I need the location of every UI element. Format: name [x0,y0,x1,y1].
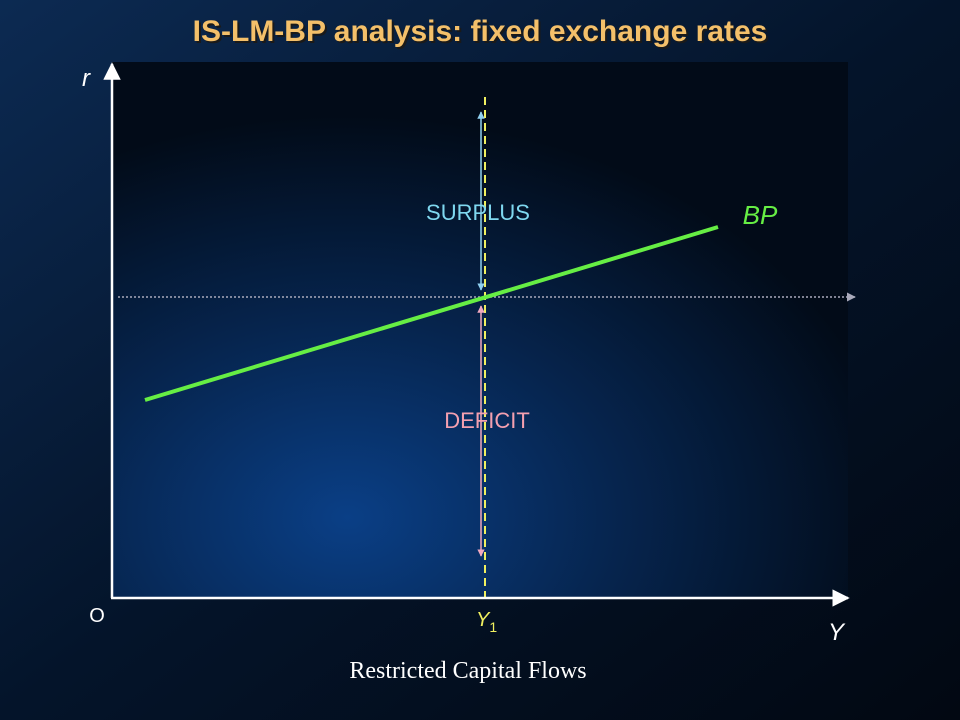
y-axis-label: r [82,65,91,92]
deficit-label: DEFICIT [444,408,530,433]
x-axis-label: Y [828,619,846,646]
caption: Restricted Capital Flows [349,658,586,684]
plot-area [112,62,848,598]
title: IS-LM-BP analysis: fixed exchange rates [193,15,768,48]
income-label-main: Y [476,609,491,631]
surplus-label: SURPLUS [426,200,530,225]
origin-label: O [89,605,105,627]
title-shadow: IS-LM-BP analysis: fixed exchange rates [195,17,770,50]
income-label: Y1 [476,609,497,635]
income-label-subscript: 1 [489,619,497,635]
bp-curve [144,225,719,402]
bp-label: BP [743,200,778,230]
